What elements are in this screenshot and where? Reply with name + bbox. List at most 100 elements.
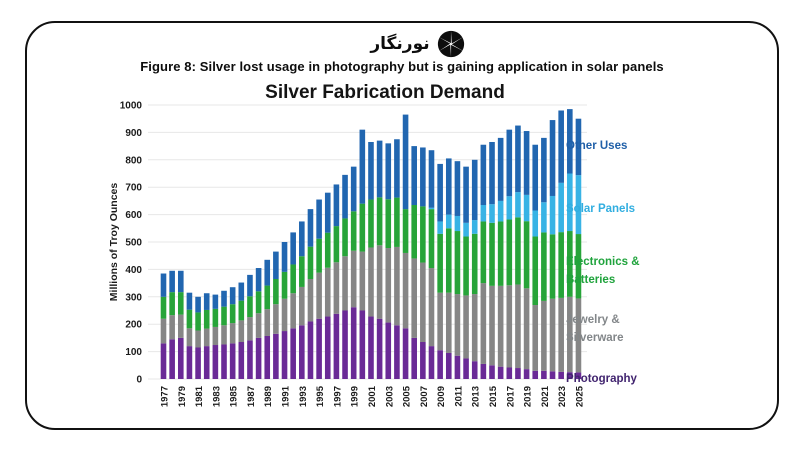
bar-segment	[368, 247, 374, 317]
bar-segment	[411, 205, 417, 259]
y-tick-label: 900	[125, 128, 142, 139]
bar-segment	[264, 309, 271, 336]
bar-segment	[247, 340, 253, 379]
bar-segment	[221, 325, 227, 345]
bar-segment	[385, 322, 392, 379]
bar-segment	[567, 372, 573, 379]
bar-segment	[445, 214, 452, 229]
bar-segment	[523, 369, 530, 379]
x-tick-label: 1985	[229, 385, 240, 407]
bar-segment	[255, 337, 262, 379]
bar-segment	[307, 278, 314, 322]
x-tick-label: 2003	[384, 386, 395, 407]
bar-segment	[445, 158, 452, 215]
bar-segment	[316, 199, 322, 239]
bar-segment	[186, 346, 193, 379]
x-tick-label: 2009	[436, 386, 447, 407]
bar-segment	[324, 232, 331, 268]
bar-segment	[394, 197, 400, 247]
bar-segment	[203, 346, 210, 379]
bar-segment	[316, 272, 322, 319]
bar-segment	[428, 346, 435, 379]
bar-segment	[532, 236, 539, 306]
bar-segment	[394, 325, 400, 379]
bar-segment	[255, 313, 262, 338]
bar-segment	[402, 114, 409, 210]
y-tick-label: 400	[125, 265, 142, 276]
bar-segment	[445, 352, 452, 379]
bar-segment	[290, 328, 296, 379]
bar-segment	[247, 274, 253, 297]
bar-segment	[307, 209, 314, 247]
bar-segment	[567, 231, 573, 297]
bar-segment	[212, 326, 219, 346]
bar-segment	[316, 238, 322, 273]
bar-segment	[273, 304, 279, 334]
x-tick-label: 1999	[350, 386, 361, 407]
bar-segment	[523, 221, 530, 289]
logo: نورنگار	[27, 29, 777, 59]
series-solar-panels	[428, 173, 582, 237]
x-tick-label: 1991	[281, 385, 292, 407]
y-tick-label: 200	[125, 320, 142, 331]
bar-segment	[212, 294, 219, 309]
bar-segment	[541, 370, 547, 379]
bar-segment	[229, 304, 236, 324]
bar-segment	[437, 292, 443, 351]
bar-segment	[333, 184, 340, 227]
gridlines	[148, 104, 587, 380]
x-tick-label: 1995	[315, 385, 326, 407]
bar-segment	[445, 228, 452, 293]
bar-segment	[177, 270, 184, 293]
bar-segment	[281, 331, 288, 379]
x-tick-label: 1979	[177, 386, 188, 407]
bar-segment	[281, 271, 288, 299]
bar-segment	[255, 268, 262, 292]
x-tick-label: 2005	[402, 385, 413, 407]
bar-segment	[290, 232, 296, 265]
bar-segment	[471, 294, 478, 362]
bar-segment	[489, 204, 495, 223]
bar-segment	[203, 309, 210, 329]
bar-segment	[402, 328, 409, 379]
bar-segment	[299, 221, 305, 257]
bar-segment	[203, 328, 210, 347]
bar-segment	[359, 129, 366, 204]
x-tick-label: 1983	[211, 386, 222, 407]
bar-segment	[471, 220, 478, 234]
bar-segment	[532, 370, 539, 379]
series-other-uses	[160, 109, 582, 313]
bar-segment	[463, 166, 469, 223]
x-tick-label: 2007	[419, 386, 430, 407]
bar-segment	[195, 347, 201, 379]
bar-segment	[238, 342, 245, 379]
bar-segment	[394, 139, 400, 198]
x-tick-label: 1989	[263, 386, 274, 407]
bar-segment	[221, 306, 227, 326]
bar-segment	[463, 358, 469, 379]
bar-segment	[186, 309, 193, 329]
x-tick-label: 2017	[505, 386, 516, 407]
bar-segment	[454, 294, 461, 356]
logo-text: نورنگار	[370, 34, 430, 54]
y-axis-ticks: 0 100 200 300 400 500 600 700 800 900 1000	[120, 101, 143, 386]
bar-segment	[411, 146, 417, 206]
bar-segment	[411, 337, 417, 379]
bar-segment	[541, 300, 547, 371]
bar-segment	[575, 298, 582, 373]
bar-segment	[567, 109, 573, 174]
x-tick-label: 1981	[194, 385, 205, 407]
bar-segment	[342, 218, 348, 257]
bar-segment	[506, 367, 513, 379]
bar-segment	[342, 256, 348, 311]
bar-segment	[463, 295, 469, 359]
bar-segment	[264, 335, 271, 379]
bar-segment	[480, 205, 487, 222]
bar-segment	[177, 314, 184, 338]
bar-segment	[420, 342, 426, 379]
bar-segment	[169, 315, 175, 340]
bar-segment	[238, 282, 245, 301]
bar-segment	[411, 258, 417, 338]
x-tick-label: 2001	[367, 385, 378, 407]
x-tick-label: 1997	[332, 386, 343, 407]
